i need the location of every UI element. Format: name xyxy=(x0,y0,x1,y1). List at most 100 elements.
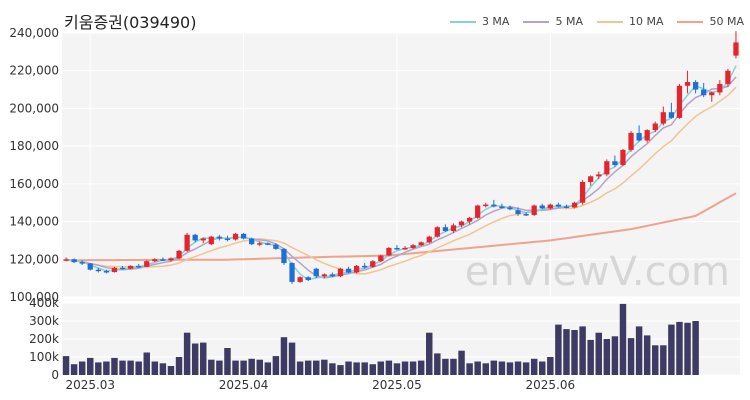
volume-bar xyxy=(426,332,433,375)
candle-body xyxy=(281,248,287,264)
candle-body xyxy=(717,83,723,93)
candle-body xyxy=(127,265,134,269)
x-tick-label: 2025.05 xyxy=(372,378,422,392)
volume-bar xyxy=(224,348,231,375)
volume-tick-label: 100k xyxy=(29,350,59,364)
legend-item-3ma: 3 MA xyxy=(449,15,509,28)
price-tick-label: 180,000 xyxy=(9,139,59,153)
volume-bar xyxy=(482,363,489,375)
volume-bar xyxy=(547,357,554,375)
candle-body xyxy=(402,247,408,250)
candle-body xyxy=(249,238,255,245)
candle-body xyxy=(370,261,376,267)
volume-bar xyxy=(611,336,619,375)
candle-body xyxy=(660,112,666,124)
volume-bar xyxy=(62,356,70,375)
candle-body xyxy=(733,42,739,56)
candle-body xyxy=(208,236,214,245)
volume-bar xyxy=(571,330,578,375)
volume-bar xyxy=(595,332,602,375)
legend-label: 10 MA xyxy=(628,15,664,28)
volume-bar xyxy=(191,343,199,375)
candle-body xyxy=(636,132,642,141)
candle-body xyxy=(442,227,449,231)
candle-body xyxy=(531,205,537,215)
volume-bar xyxy=(296,361,304,375)
candle-body xyxy=(87,263,93,270)
price-tick-label: 200,000 xyxy=(9,101,59,115)
legend-item-5ma: 5 MA xyxy=(523,15,583,28)
candle-body xyxy=(692,82,699,90)
candle-body xyxy=(378,255,384,262)
volume-bar xyxy=(200,342,207,375)
candle-body xyxy=(539,205,545,209)
candle-body xyxy=(620,149,626,165)
volume-bar xyxy=(175,357,183,375)
candle-body xyxy=(329,274,336,277)
volume-bar xyxy=(401,361,409,375)
candle-body xyxy=(386,247,392,256)
candle-body xyxy=(604,161,610,175)
watermark: enViewV.com xyxy=(465,249,730,295)
volume-bar xyxy=(563,329,570,375)
x-tick-label: 2025.06 xyxy=(526,378,576,392)
candle-body xyxy=(676,85,683,118)
candle-body xyxy=(289,263,295,282)
candle-body xyxy=(168,258,174,261)
legend-label: 5 MA xyxy=(555,15,583,28)
volume-bar xyxy=(337,365,344,375)
volume-bar xyxy=(530,358,538,375)
volume-bar xyxy=(87,357,94,375)
candle-body xyxy=(418,242,424,246)
volume-bar xyxy=(208,359,215,375)
candle-body xyxy=(668,112,675,118)
volume-bar xyxy=(329,363,336,375)
candle-body xyxy=(434,227,440,237)
candle-body xyxy=(450,225,457,231)
candle-body xyxy=(297,277,303,282)
candle-body xyxy=(499,206,505,208)
x-tick-label: 2025.03 xyxy=(65,378,115,392)
volume-bar xyxy=(377,361,385,375)
volume-bar xyxy=(313,360,320,375)
volume-bar xyxy=(240,360,247,375)
volume-bar xyxy=(579,326,586,375)
candle-body xyxy=(144,261,150,267)
candle-body xyxy=(426,236,432,243)
volume-bar xyxy=(135,361,142,375)
candle-body xyxy=(458,221,465,226)
candle-body xyxy=(483,204,489,207)
candle-body xyxy=(596,174,602,177)
price-panel xyxy=(62,33,740,297)
volume-bar xyxy=(660,345,667,375)
candle-body xyxy=(345,268,352,273)
volume-bar xyxy=(474,361,481,375)
volume-bar xyxy=(127,360,134,375)
volume-bar xyxy=(385,360,393,375)
candle-body xyxy=(652,123,658,131)
volume-bar xyxy=(183,332,191,375)
candle-body xyxy=(701,89,707,96)
candle-body xyxy=(571,202,578,208)
volume-bar xyxy=(369,364,376,375)
candle-body xyxy=(684,82,691,86)
volume-bar xyxy=(167,366,175,375)
legend-swatch xyxy=(677,20,704,23)
candle-body xyxy=(547,204,553,209)
volume-bar xyxy=(522,362,530,375)
volume-tick-label: 400k xyxy=(29,296,59,310)
candle-body xyxy=(119,267,126,270)
volume-tick-label: 200k xyxy=(29,332,59,346)
candle-body xyxy=(410,245,416,248)
volume-bar xyxy=(143,352,150,375)
volume-bar xyxy=(442,358,449,375)
price-tick-label: 160,000 xyxy=(9,177,59,191)
volume-bar xyxy=(216,360,223,375)
volume-bar xyxy=(264,362,272,375)
legend-item-50ma: 50 MA xyxy=(677,15,744,28)
volume-bar xyxy=(103,361,110,375)
candle-body xyxy=(305,277,311,281)
legend-swatch xyxy=(523,20,550,23)
volume-bar xyxy=(353,362,360,375)
